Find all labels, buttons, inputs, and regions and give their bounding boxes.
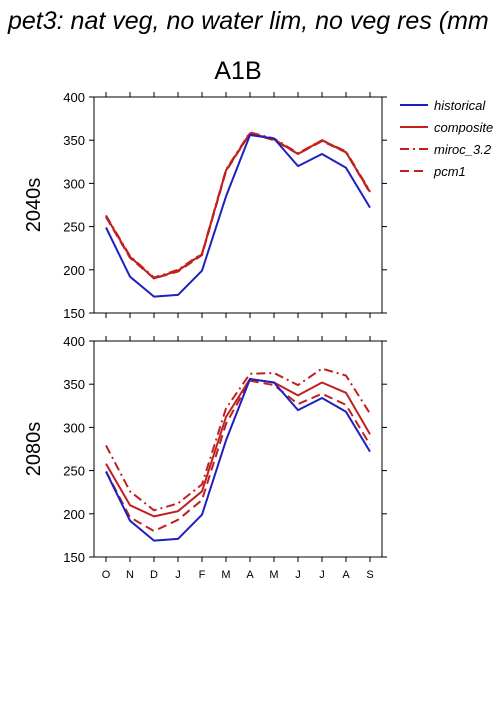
legend-label-miroc: miroc_3.2 [434,142,492,157]
chart-title: pet3: nat veg, no water lim, no veg res … [7,7,489,35]
x-tick-label: O [102,569,111,581]
plot-frame [93,340,383,558]
legend-label-historical: historical [434,98,486,113]
x-tick-label: S [366,569,373,581]
series-line-historical [105,378,371,542]
y-tick-label: 200 [63,263,85,278]
y-tick-label: 150 [63,550,85,565]
y-tick-label: 150 [63,306,85,321]
x-tick-label: J [319,569,325,581]
x-tick-label: F [199,569,206,581]
y-tick-label: 400 [63,334,85,349]
series-line-composite [105,132,371,280]
y-tick-label: 250 [63,220,85,235]
x-tick-label: N [126,569,134,581]
series-line-pcm1 [105,132,371,280]
x-tick-label: J [295,569,301,581]
legend: historical composite miroc_3.2 pcm1 [400,98,493,179]
x-tick-label: J [175,569,181,581]
legend-label-pcm1: pcm1 [433,164,466,179]
y-tick-label: 250 [63,464,85,479]
series-line-miroc-3-2 [105,367,371,512]
x-tick-label: A [246,569,254,581]
chart-subtitle: A1B [214,57,261,85]
row-label: 2080s [23,422,45,477]
row-label: 2040s [23,178,45,233]
y-tick-label: 400 [63,90,85,105]
y-tick-label: 300 [63,176,85,191]
y-tick-label: 350 [63,133,85,148]
series-line-miroc-3-2 [105,131,371,279]
x-tick-label: M [269,569,278,581]
plot-frame [93,96,383,314]
series-line-pcm1 [105,379,371,533]
y-tick-label: 300 [63,420,85,435]
panel-2080s: 2080s 150 200 250 300 350 400 O N D J F M A M J J A S [23,334,387,581]
legend-label-composite: composite [434,120,493,135]
panel-2040s: 2040s 150 200 250 300 350 400 [23,90,387,321]
x-tick-label: A [342,569,350,581]
y-tick-label: 350 [63,377,85,392]
x-tick-label: D [150,569,158,581]
series-line-historical [105,134,371,298]
x-tick-label: M [221,569,230,581]
y-tick-label: 200 [63,507,85,522]
series-line-composite [105,378,371,518]
